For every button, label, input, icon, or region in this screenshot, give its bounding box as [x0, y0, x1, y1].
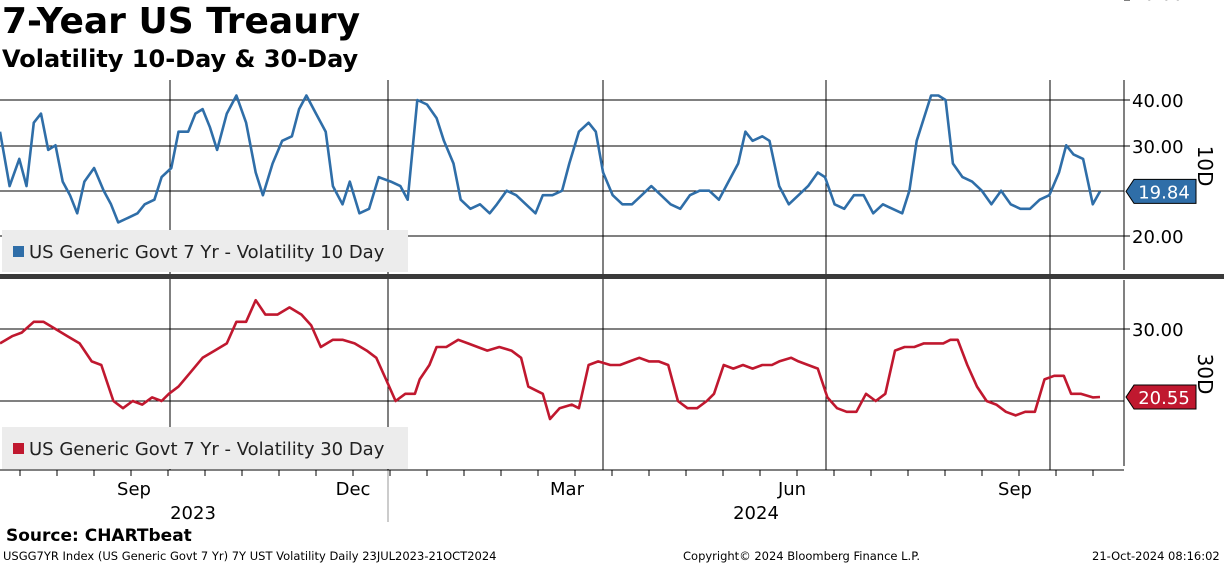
legend-label: US Generic Govt 7 Yr - Volatility 10 Day	[29, 242, 385, 263]
footer-timestamp: 21-Oct-2024 08:16:02	[1092, 549, 1220, 563]
source-label: Source: CHARTbeat	[6, 526, 192, 546]
year-label: 2024	[733, 503, 779, 524]
y-tick-label: 40.00	[1132, 91, 1184, 112]
x-tick-label: Mar	[550, 479, 585, 500]
footer-ticker-info: USGG7YR Index (US Generic Govt 7 Yr) 7Y …	[3, 549, 497, 563]
year-label: 2023	[170, 503, 216, 524]
axis-title-30d: 30D	[1193, 354, 1217, 395]
last-value-tag	[1125, 384, 1197, 410]
last-value-label: 19.84	[1138, 182, 1190, 203]
panel-separator	[0, 274, 1224, 279]
y-tick-label: 20.00	[1132, 227, 1184, 248]
last-value-tag	[1125, 178, 1197, 204]
legend-box	[2, 427, 408, 469]
y-tick-label: 30.00	[1132, 137, 1184, 158]
x-tick-label: Sep	[998, 479, 1032, 500]
chart-subtitle: Volatility 10-Day & 30-Day	[2, 45, 359, 73]
y-tick-label: 30.00	[1132, 320, 1184, 341]
x-tick-label: Dec	[336, 479, 371, 500]
legend-swatch	[13, 443, 24, 454]
series-line-30d	[0, 298, 1101, 421]
legend-swatch	[13, 246, 24, 257]
legend-box	[2, 230, 408, 272]
last-value-label: 20.55	[1138, 388, 1190, 409]
x-tick-label: Sep	[117, 479, 151, 500]
chart-title: 7-Year US Treaury	[2, 1, 361, 42]
legend-label: US Generic Govt 7 Yr - Volatility 30 Day	[29, 439, 385, 460]
axis-title-10d: 10D	[1193, 146, 1217, 187]
footer-copyright: Copyright© 2024 Bloomberg Finance L.P.	[683, 549, 920, 563]
y-tick-label: 10.00	[1132, 0, 1184, 5]
series-line-10d	[0, 94, 1102, 224]
x-tick-label: Jun	[777, 479, 806, 500]
